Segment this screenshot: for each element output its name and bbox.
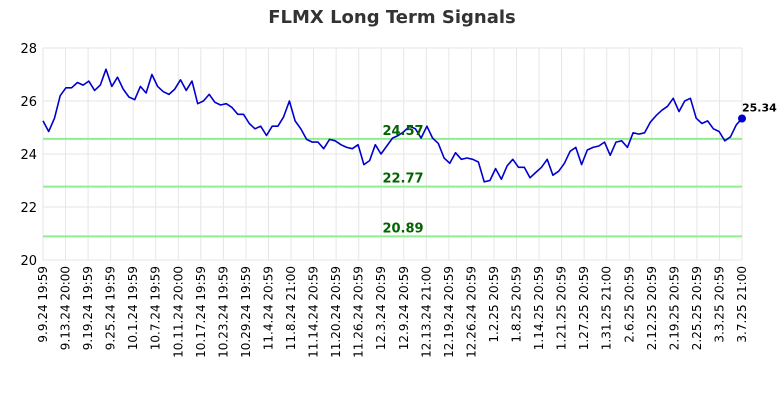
- x-tick-label: 12.9.24 20:59: [397, 266, 411, 350]
- last-price-marker: [738, 114, 746, 123]
- last-price-label: 25.34: [742, 101, 777, 114]
- x-tick-label: 2.25.25 20:59: [690, 266, 704, 350]
- y-tick-label: 26: [20, 95, 37, 110]
- x-tick-label: 1.31.25 21:00: [600, 266, 614, 350]
- x-tick-label: 3.7.25 21:00: [735, 266, 749, 343]
- x-tick-label: 2.19.25 20:59: [667, 266, 681, 350]
- x-tick-label: 12.26.24 20:59: [464, 266, 478, 358]
- signal-line-label: 20.89: [382, 221, 423, 236]
- y-tick-label: 28: [20, 42, 37, 57]
- x-tick-label: 10.17.24 19:59: [194, 266, 208, 358]
- y-tick-label: 24: [20, 148, 37, 163]
- x-tick-label: 2.12.25 20:59: [645, 266, 659, 350]
- x-tick-label: 1.27.25 20:59: [577, 266, 591, 350]
- x-tick-label: 12.19.24 20:59: [442, 266, 456, 358]
- x-tick-label: 11.8.24 21:00: [284, 266, 298, 350]
- x-tick-label: 10.7.24 19:59: [149, 266, 163, 350]
- x-tick-label: 9.19.24 19:59: [81, 266, 95, 350]
- label-layer: 25.34 24.57 22.77 20.89: [382, 101, 777, 236]
- signal-line-label: 24.57: [382, 124, 423, 139]
- grid-layer: [42, 47, 743, 261]
- x-tick-label: 10.23.24 19:59: [216, 266, 230, 358]
- x-tick-label: 1.8.25 20:59: [510, 266, 524, 343]
- x-tick-label: 12.13.24 21:00: [419, 266, 433, 358]
- x-tick-label: 9.13.24 20:00: [59, 266, 73, 350]
- x-tick-label: 11.20.24 20:59: [329, 266, 343, 358]
- x-tick-label: 11.14.24 20:59: [307, 266, 321, 358]
- x-tick-label: 9.9.24 19:59: [36, 266, 50, 343]
- y-tick-label: 22: [20, 201, 37, 216]
- x-tick-label: 2.6.25 20:59: [622, 266, 636, 343]
- x-tick-label: 1.14.25 20:59: [532, 266, 546, 350]
- axis-layer: 20 22 24 26 28 9.9.24 19:59 9.13.24 20:00 9.19.…: [20, 42, 749, 358]
- x-tick-label: 11.4.24 20:59: [261, 266, 275, 350]
- x-tick-label: 12.3.24 20:59: [374, 266, 388, 350]
- chart-title: FLMX Long Term Signals: [268, 7, 516, 28]
- x-tick-label: 10.29.24 19:59: [239, 266, 253, 358]
- x-tick-label: 10.11.24 20:00: [171, 266, 185, 358]
- signal-line-label: 22.77: [382, 172, 423, 187]
- x-tick-label: 1.2.25 20:59: [487, 266, 501, 343]
- x-tick-label: 11.26.24 20:59: [352, 266, 366, 358]
- x-tick-label: 1.21.25 20:59: [555, 266, 569, 350]
- x-tick-label: 10.1.24 19:59: [126, 266, 140, 350]
- y-tick-label: 20: [20, 254, 37, 269]
- series-layer: [42, 68, 746, 183]
- x-tick-label: 9.25.24 19:59: [104, 266, 118, 350]
- price-series-line: [42, 68, 743, 183]
- x-tick-label: 3.3.25 20:59: [712, 266, 726, 343]
